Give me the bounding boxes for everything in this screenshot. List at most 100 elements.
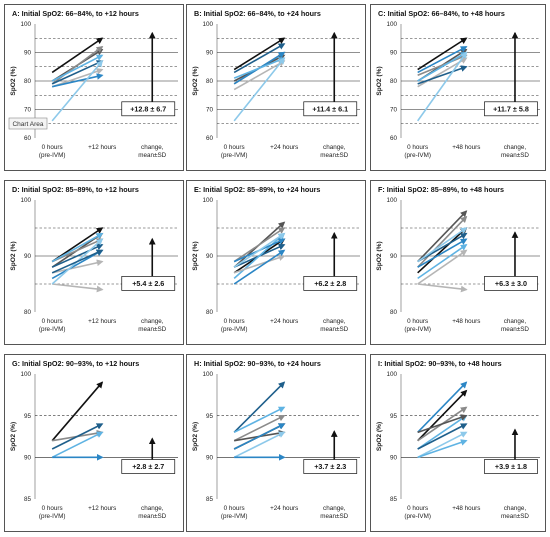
chart-svg-i: I: Initial SpO2: 90–93%, to +48 hours 85 9… <box>376 359 540 520</box>
y-tick-label: 60 <box>390 135 398 142</box>
series-line <box>51 60 104 122</box>
x-tick-label: (pre-IVM) <box>404 513 431 520</box>
x-tick-label: 0 hours <box>42 144 63 151</box>
change-label-box <box>484 459 538 474</box>
series-line <box>417 431 468 459</box>
series-line <box>51 431 104 459</box>
series-line <box>417 51 468 122</box>
x-tick-label: 0 hours <box>224 144 245 151</box>
chart-panel-i: I: Initial SpO2: 90–93%, to +48 hours 85 9… <box>370 354 546 532</box>
x-tick-label: +24 hours <box>270 144 298 151</box>
chart-svg-d: D: Initial SpO2: 85–89%, to +12 hours 80 9… <box>10 185 178 333</box>
y-tick-label: 100 <box>386 197 397 204</box>
series-line <box>417 210 468 263</box>
chart-panel-e: E: Initial SpO2: 85–89%, to +24 hours 80 9… <box>186 180 366 345</box>
y-axis-label: SpO2 (%) <box>376 241 383 270</box>
chart-svg-h: H: Initial SpO2: 90–93%, to +24 hours 85 9… <box>192 359 360 520</box>
chart-area-tooltip-text: Chart Area <box>12 121 43 128</box>
y-tick-label: 80 <box>206 309 214 316</box>
series-line <box>51 238 104 263</box>
y-tick-label: 80 <box>24 78 32 85</box>
x-tick-label: mean±SD <box>138 326 166 333</box>
change-label: +3.9 ± 1.8 <box>495 462 527 471</box>
x-tick-label: mean±SD <box>501 152 529 159</box>
chart-svg-c: C: Initial SpO2: 66–84%, to +48 hours 60 7… <box>376 9 540 159</box>
y-axis-label: SpO2 (%) <box>192 241 199 270</box>
y-axis-label: SpO2 (%) <box>10 241 17 270</box>
change-label-box <box>303 276 358 291</box>
change-label-box <box>121 101 176 117</box>
chart-svg-f: F: Initial SpO2: 85–89%, to +48 hours 80 9… <box>376 185 540 333</box>
y-tick-label: 90 <box>24 50 32 57</box>
x-tick-label: 0 hours <box>407 144 428 151</box>
chart-area-tooltip <box>8 117 48 130</box>
y-tick-label: 90 <box>390 455 398 462</box>
x-tick-label: (pre-IVM) <box>39 513 66 520</box>
series-line <box>51 232 104 263</box>
x-tick-label: mean±SD <box>320 326 348 333</box>
y-tick-label: 85 <box>390 496 398 503</box>
series-line <box>233 406 286 434</box>
x-tick-label: 0 hours <box>224 318 245 325</box>
x-tick-label: +48 hours <box>452 318 480 325</box>
x-tick-label: mean±SD <box>138 513 166 520</box>
y-tick-label: 100 <box>202 197 213 204</box>
change-label: +5.4 ± 2.6 <box>132 279 164 288</box>
series-line <box>417 414 468 450</box>
series-line <box>417 249 468 285</box>
change-label-box <box>121 459 176 474</box>
chart-title: A: Initial SpO2: 66–84%, to +12 hours <box>12 9 139 18</box>
y-tick-label: 70 <box>24 107 32 114</box>
change-label-box <box>121 276 176 291</box>
series-line <box>233 254 286 274</box>
series-line <box>233 414 286 442</box>
series-line <box>51 381 104 442</box>
x-tick-label: 0 hours <box>407 505 428 512</box>
y-tick-label: 70 <box>206 107 214 114</box>
y-tick-label: 90 <box>390 253 398 260</box>
series-line <box>417 51 468 82</box>
chart-title: F: Initial SpO2: 85–89%, to +48 hours <box>378 185 504 194</box>
chart-title: H: Initial SpO2: 90–93%, to +24 hours <box>194 359 321 368</box>
series-line <box>51 249 104 280</box>
series-line <box>51 54 104 82</box>
y-tick-label: 100 <box>202 21 213 28</box>
x-tick-label: mean±SD <box>320 513 348 520</box>
change-label: +11.7 ± 5.8 <box>493 104 529 113</box>
chart-svg-a: A: Initial SpO2: 66–84%, to +12 hours 60 7… <box>8 9 178 159</box>
series-line <box>233 57 286 122</box>
chart-svg-g: G: Initial SpO2: 90–93%, to +12 hours 85 9… <box>10 359 178 520</box>
series-line <box>417 227 468 263</box>
series-line <box>51 46 104 85</box>
x-tick-label: change, <box>504 144 527 151</box>
series-line <box>417 37 468 71</box>
y-tick-label: 100 <box>202 371 213 378</box>
x-tick-label: 0 hours <box>224 505 245 512</box>
change-label: +6.2 ± 2.8 <box>314 279 346 288</box>
x-tick-label: change, <box>323 318 346 325</box>
y-tick-label: 100 <box>20 21 31 28</box>
series-line <box>51 60 104 85</box>
x-tick-label: (pre-IVM) <box>221 152 248 159</box>
x-tick-label: (pre-IVM) <box>221 326 248 333</box>
series-line <box>233 43 286 74</box>
x-tick-label: (pre-IVM) <box>39 326 66 333</box>
y-tick-label: 90 <box>206 50 214 57</box>
series-line <box>417 238 468 268</box>
y-tick-label: 80 <box>390 78 398 85</box>
y-tick-label: 90 <box>390 50 398 57</box>
chart-title: I: Initial SpO2: 90–93%, to +48 hours <box>378 359 502 368</box>
change-label: +12.8 ± 6.7 <box>130 104 166 113</box>
y-axis-label: SpO2 (%) <box>192 422 199 451</box>
series-line <box>51 249 104 274</box>
series-line <box>417 381 468 433</box>
series-line <box>417 227 468 274</box>
change-label: +6.3 ± 3.0 <box>495 279 527 288</box>
x-tick-label: (pre-IVM) <box>39 152 66 159</box>
x-tick-label: change, <box>141 318 164 325</box>
series-line <box>233 57 286 79</box>
y-tick-label: 95 <box>24 413 32 420</box>
y-tick-label: 95 <box>390 413 398 420</box>
y-tick-label: 80 <box>206 78 214 85</box>
